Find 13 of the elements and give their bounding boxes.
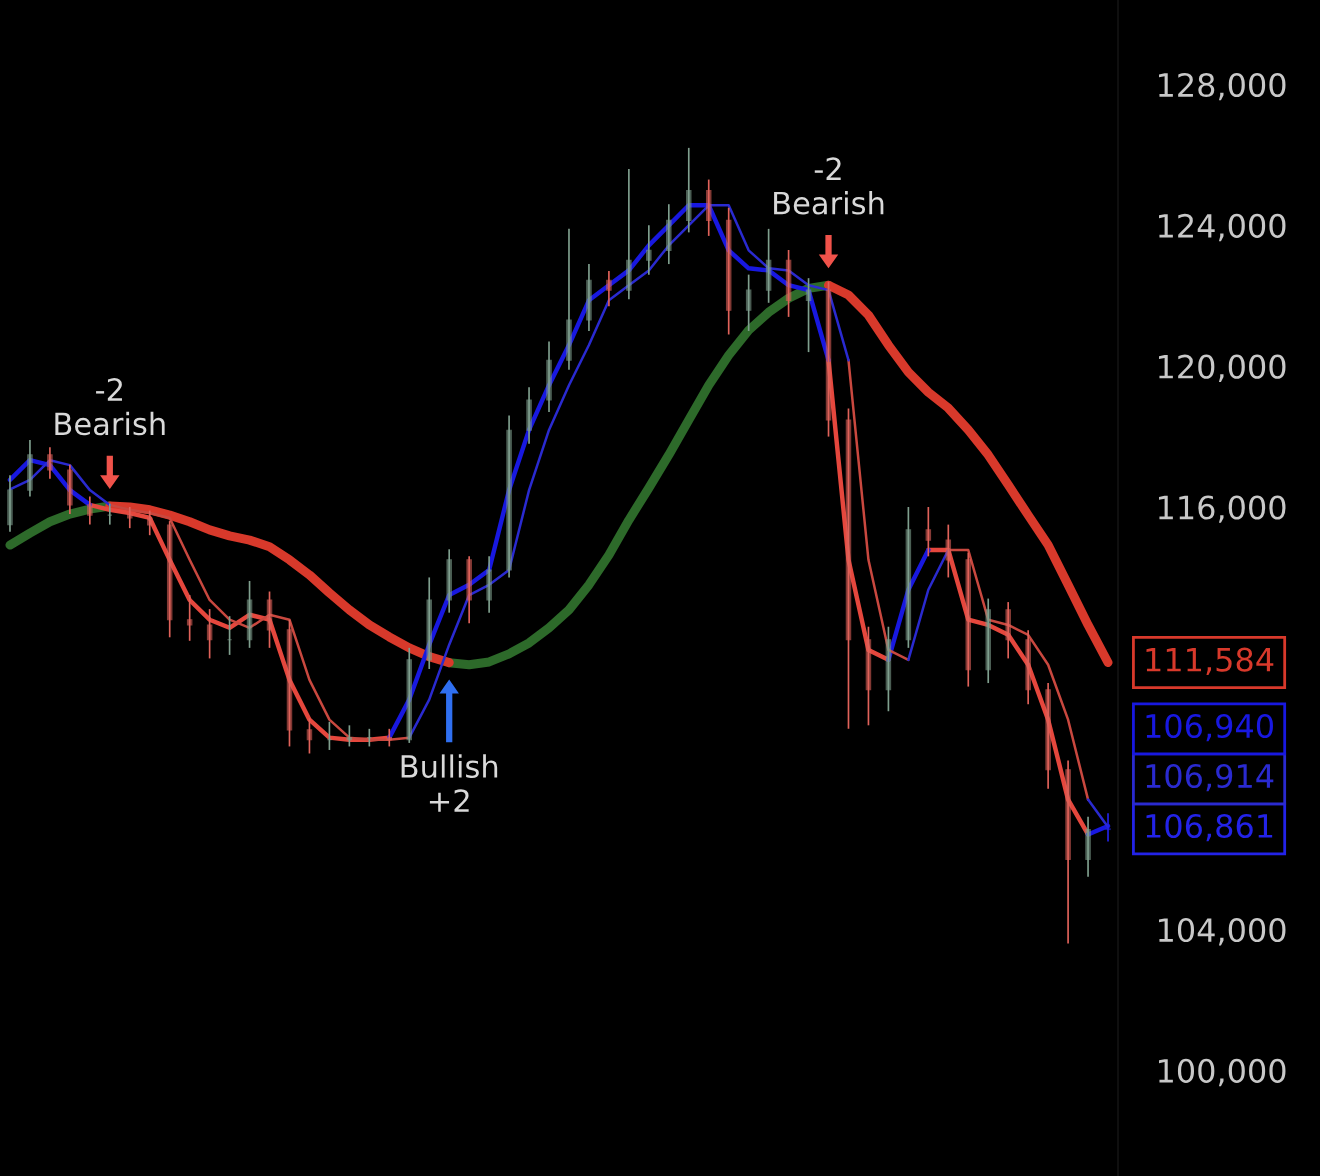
annotation: Bullish +2 — [401, 754, 498, 812]
y-tick-label: 120,000 — [1159, 354, 1286, 383]
y-tick-label: 116,000 — [1159, 495, 1286, 523]
y-tick-label: 128,000 — [1159, 72, 1286, 101]
y-tick-label: 100,000 — [1159, 1058, 1286, 1087]
annotation: -2 Bearish — [774, 157, 884, 215]
y-tick-label: 124,000 — [1159, 213, 1286, 242]
data-label: 106,940 — [1146, 713, 1273, 742]
data-label: 106,914 — [1146, 763, 1274, 792]
text: 106,861 — [1146, 813, 1273, 842]
annotation: -2 Bearish — [55, 378, 165, 436]
y-tick-label: 104,000 — [1159, 917, 1286, 946]
data-label: 111,584 — [1146, 647, 1274, 676]
